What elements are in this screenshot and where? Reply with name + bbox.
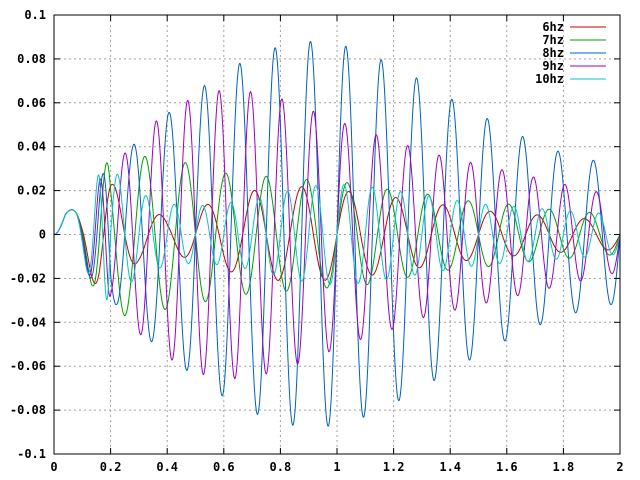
x-tick-label: 1 [333,460,340,474]
y-tick-label: 0 [39,228,46,242]
x-tick-label: 0 [50,460,57,474]
x-tick-label: 1.6 [496,460,518,474]
y-tick-label: -0.06 [10,359,46,373]
x-tick-label: 0.2 [100,460,122,474]
legend-label-9hz: 9hz [542,59,564,73]
axes: 0 0.2 0.4 0.6 0.8 1 1.2 1.4 1.6 1.8 2 -0.1 -0.08 -0.0… [10,8,624,474]
legend-label-7hz: 7hz [542,33,564,47]
y-tick-label: 0.1 [24,8,46,22]
y-tick-label: -0.04 [10,315,46,329]
series-line-10hz [53,173,621,301]
y-tick-label: 0.02 [17,184,46,198]
series-lines [53,40,621,427]
y-tick-label: 0.04 [17,140,46,154]
x-tick-label: 0.6 [213,460,235,474]
y-tick-label: -0.08 [10,403,46,417]
x-tick-label: 0.4 [156,460,178,474]
y-tick-label: 0.08 [17,52,46,66]
x-tick-label: 1.2 [383,460,405,474]
y-tick-label: -0.02 [10,271,46,285]
y-tick-label: -0.1 [17,447,46,461]
x-tick-label: 1.4 [439,460,461,474]
x-tick-label: 1.8 [553,460,575,474]
x-tick-label: 0.8 [270,460,292,474]
legend-label-10hz: 10hz [535,72,564,86]
y-tick-label: 0.06 [17,96,46,110]
x-tick-label: 2 [616,460,623,474]
legend-label-6hz: 6hz [542,20,564,34]
legend-label-8hz: 8hz [542,46,564,60]
